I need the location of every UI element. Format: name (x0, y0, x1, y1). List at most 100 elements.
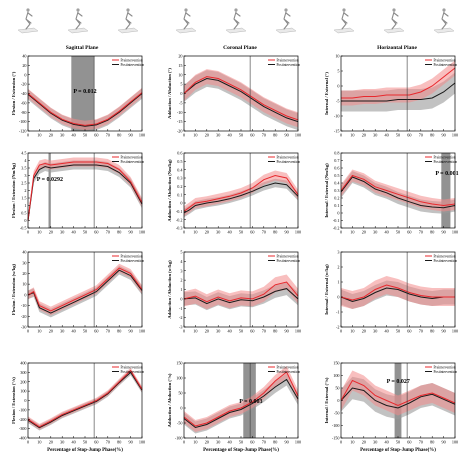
y-axis-label: Adduction / Abduction (°) (167, 68, 172, 119)
icon-platform (383, 27, 405, 34)
y-tick-label: 2 (337, 265, 339, 270)
y-tick-label: 100 (333, 373, 339, 378)
icon-figure (75, 11, 83, 30)
x-tick-label: 70 (106, 329, 110, 334)
legend-label-pre: Preintervention (121, 365, 143, 369)
skier-posture-icon-8 (383, 8, 405, 34)
y-axis-label: Flexion / Extension (°/s) (11, 377, 16, 424)
y-tick-label: -15 (334, 129, 340, 134)
series-line-pre (340, 174, 456, 207)
x-tick-label: 20 (49, 133, 53, 138)
icon-platform (433, 27, 455, 34)
x-tick-label: 50 (83, 440, 87, 445)
legend-label-post: Postintervention (434, 63, 458, 67)
x-tick-label: 80 (273, 329, 277, 334)
y-tick-label: 0 (180, 201, 182, 206)
x-tick-label: 20 (362, 440, 366, 445)
y-tick-label: 0 (337, 211, 339, 216)
icon-platform (175, 27, 197, 34)
x-tick-label: 70 (419, 230, 423, 235)
icon-platform (225, 27, 247, 34)
x-tick-label: 70 (419, 133, 423, 138)
y-axis-label: Adduction / Abduction (Nm/kg) (167, 159, 172, 222)
x-tick-label: 60 (250, 329, 254, 334)
y-tick-label: 150 (176, 361, 182, 366)
x-tick-label: 70 (419, 440, 423, 445)
x-tick-label: 40 (385, 329, 389, 334)
series-line-pre (340, 379, 456, 407)
icon-platform (275, 27, 297, 34)
y-tick-label: 1 (337, 280, 339, 285)
x-tick-label: 30 (216, 133, 220, 138)
column-title-horizontal: Horizontal Plane (377, 45, 417, 51)
band-pre (184, 69, 298, 128)
y-tick-label: 0 (180, 406, 182, 411)
y-tick-label: 0 (337, 84, 339, 89)
y-tick-label: 0.1 (177, 192, 182, 197)
x-tick-label: 90 (285, 440, 289, 445)
icon-head (126, 8, 130, 12)
x-tick-label: 80 (430, 230, 434, 235)
y-tick-label: 40 (22, 54, 26, 59)
panel-r2-c0: -30 -20 -10 0 10 20 30 40 0 10 20 30 40 50 60 70 80 90 100… (11, 250, 145, 334)
x-tick-label: 50 (239, 230, 243, 235)
x-tick-label: 50 (396, 230, 400, 235)
icon-head (392, 8, 396, 12)
x-tick-label: 30 (60, 230, 64, 235)
legend-label-post: Postintervention (277, 160, 301, 164)
y-tick-label: -20 (177, 129, 183, 134)
y-tick-label: -100 (19, 119, 27, 124)
x-tick-label: 70 (106, 230, 110, 235)
series-line-post (183, 288, 299, 305)
x-tick-label: 60 (407, 230, 411, 235)
x-tick-label: 100 (139, 440, 145, 445)
x-tick-label: 0 (183, 440, 185, 445)
x-tick-label: 70 (106, 440, 110, 445)
legend-label-pre: Preintervention (434, 254, 456, 258)
x-tick-label: 0 (340, 230, 342, 235)
band-post (28, 88, 142, 132)
y-tick-label: 3.5 (21, 166, 26, 171)
x-tick-label: 40 (228, 230, 232, 235)
y-tick-label: -5 (179, 100, 183, 105)
x-tick-label: 70 (262, 440, 266, 445)
band-pre (28, 157, 142, 225)
y-tick-label: 0 (180, 296, 182, 301)
legend-label-pre: Preintervention (277, 254, 299, 258)
x-tick-label: 80 (273, 133, 277, 138)
series-line-post (183, 378, 299, 429)
x-tick-label: 40 (385, 440, 389, 445)
legend-label-post: Postintervention (121, 160, 145, 164)
x-tick-label: 90 (129, 329, 133, 334)
y-tick-label: 0 (24, 72, 26, 77)
x-tick-label: 20 (49, 329, 53, 334)
icon-platform (17, 27, 39, 34)
icon-head (26, 8, 30, 12)
x-tick-label: 70 (262, 329, 266, 334)
icon-head (184, 8, 188, 12)
y-tick-label: -30 (21, 325, 27, 330)
y-tick-label: -20 (21, 314, 27, 319)
y-tick-label: 0.6 (334, 166, 339, 171)
x-tick-label: 70 (262, 133, 266, 138)
y-tick-label: 150 (333, 361, 339, 366)
x-tick-label: 10 (37, 329, 41, 334)
y-tick-label: -0.2 (176, 217, 183, 222)
x-tick-label: 40 (228, 329, 232, 334)
icon-platform (117, 27, 139, 34)
p-value-annotation: P = 0.027 (387, 379, 410, 385)
x-tick-label: 10 (37, 230, 41, 235)
x-tick-label: 10 (37, 440, 41, 445)
y-tick-label: 20 (178, 54, 182, 59)
y-tick-label: -100 (175, 436, 183, 441)
x-tick-label: 0 (27, 133, 29, 138)
column-title-coronal: Coronal Plane (223, 45, 257, 51)
y-tick-label: -10 (21, 303, 27, 308)
legend-label-pre: Preintervention (434, 365, 456, 369)
y-tick-label: 1.5 (21, 196, 26, 201)
y-tick-label: 5 (180, 250, 182, 255)
band-pre (184, 274, 298, 310)
x-tick-label: 90 (442, 230, 446, 235)
x-tick-label: 20 (362, 133, 366, 138)
y-tick-label: 3 (180, 268, 182, 273)
